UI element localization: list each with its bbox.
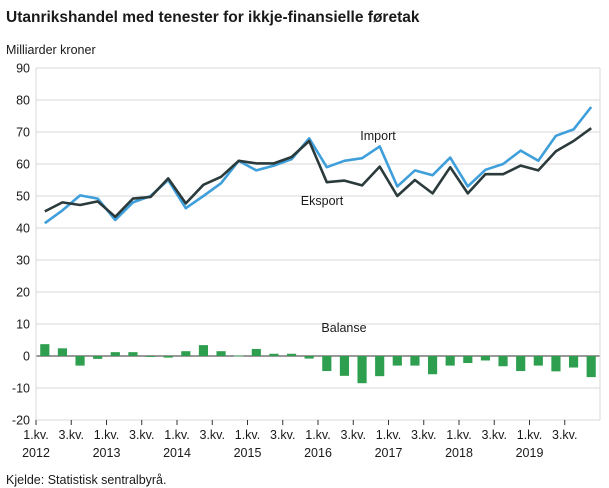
x-tick-label: 1.kv. [517, 428, 542, 442]
x-tick-labels: 1.kv. 2012 3.kv. 1.kv. 2013 3.kv. 1.kv. 2014 3.k… [22, 420, 577, 460]
balanse-bar [286, 353, 297, 356]
y-tick-label: 0 [23, 350, 30, 364]
balanse-bar [586, 356, 596, 378]
x-tick-year: 2014 [163, 446, 191, 460]
balanse-bar [498, 356, 508, 367]
balanse-bar [57, 348, 68, 356]
series-label-eksport: Eksport [301, 194, 344, 208]
series-labels: Import Eksport Balanse [301, 129, 396, 335]
source-note: Kjelde: Statistisk sentralbyrå. [6, 473, 167, 487]
x-tick-label: 1.kv. [235, 428, 260, 442]
balanse-bar [93, 356, 103, 359]
balanse-bar [110, 352, 120, 356]
balanse-bar [392, 356, 402, 366]
import-line [44, 106, 593, 225]
y-tick-labels: 90 80 70 60 50 40 30 20 10 0 -10 -20 [12, 62, 30, 428]
eksport-line [44, 127, 592, 219]
balanse-bar [339, 356, 350, 376]
y-tick-label: -20 [12, 414, 30, 428]
y-tick-label: 90 [16, 62, 30, 76]
balanse-bar [551, 356, 561, 372]
x-tick-label: 1.kv. [305, 428, 330, 442]
x-tick-label: 3.kv. [411, 428, 436, 442]
balanse-bar [145, 356, 156, 357]
x-tick-label: 3.kv. [341, 428, 366, 442]
balanse-bar [480, 356, 491, 361]
balanse-bar [445, 356, 455, 366]
series-lines [44, 106, 593, 225]
chart-title: Utanrikshandel med tenester for ikkje-fi… [6, 9, 420, 26]
series-label-import: Import [360, 129, 396, 143]
x-tick-label: 3.kv. [270, 428, 295, 442]
y-tick-label: 40 [16, 222, 30, 236]
x-tick-label: 3.kv. [482, 428, 507, 442]
balanse-bar [216, 351, 226, 356]
x-tick-year: 2018 [445, 446, 473, 460]
x-tick-label: 1.kv. [23, 428, 48, 442]
balanse-bar [304, 356, 314, 359]
x-tick-year: 2017 [375, 446, 403, 460]
balanse-bar [533, 356, 543, 366]
balanse-bar [251, 348, 261, 356]
balanse-bar [568, 356, 579, 368]
x-tick-label: 1.kv. [446, 428, 471, 442]
y-tick-label: 30 [16, 254, 30, 268]
balanse-bar [516, 356, 526, 372]
x-tick-label: 1.kv. [164, 428, 189, 442]
balanse-bar [463, 356, 473, 364]
x-tick-year: 2013 [93, 446, 121, 460]
x-tick-year: 2019 [516, 446, 544, 460]
series-label-balanse: Balanse [321, 321, 366, 335]
x-tick-year: 2016 [304, 446, 332, 460]
balanse-bar [40, 344, 50, 356]
x-tick-year: 2012 [22, 446, 50, 460]
x-tick-label: 3.kv. [200, 428, 225, 442]
balanse-bar [75, 356, 85, 366]
y-tick-label: 80 [16, 94, 30, 108]
y-axis-label: Milliarder kroner [6, 43, 96, 57]
y-tick-label: -10 [12, 382, 30, 396]
balanse-bar [427, 356, 438, 375]
x-tick-label: 1.kv. [376, 428, 401, 442]
balanse-bar [234, 355, 244, 357]
y-tick-label: 50 [16, 190, 30, 204]
balanse-bar [322, 356, 332, 372]
x-tick-label: 3.kv. [59, 428, 84, 442]
balanse-bar [375, 356, 385, 377]
balanse-bars [40, 344, 596, 384]
x-tick-year: 2015 [234, 446, 262, 460]
x-tick-label: 3.kv. [129, 428, 154, 442]
y-tick-label: 10 [16, 318, 30, 332]
y-tick-label: 60 [16, 158, 30, 172]
grid-lines [35, 67, 601, 421]
x-tick-label: 1.kv. [94, 428, 119, 442]
balanse-bar [181, 351, 191, 356]
balanse-bar [357, 356, 367, 384]
balanse-bar [163, 356, 173, 358]
balanse-bar [198, 345, 209, 356]
balanse-bar [128, 352, 138, 356]
balanse-bar [269, 353, 279, 356]
y-tick-label: 20 [16, 286, 30, 300]
balanse-bar [410, 356, 420, 366]
x-tick-label: 3.kv. [552, 428, 577, 442]
y-tick-label: 70 [16, 126, 30, 140]
